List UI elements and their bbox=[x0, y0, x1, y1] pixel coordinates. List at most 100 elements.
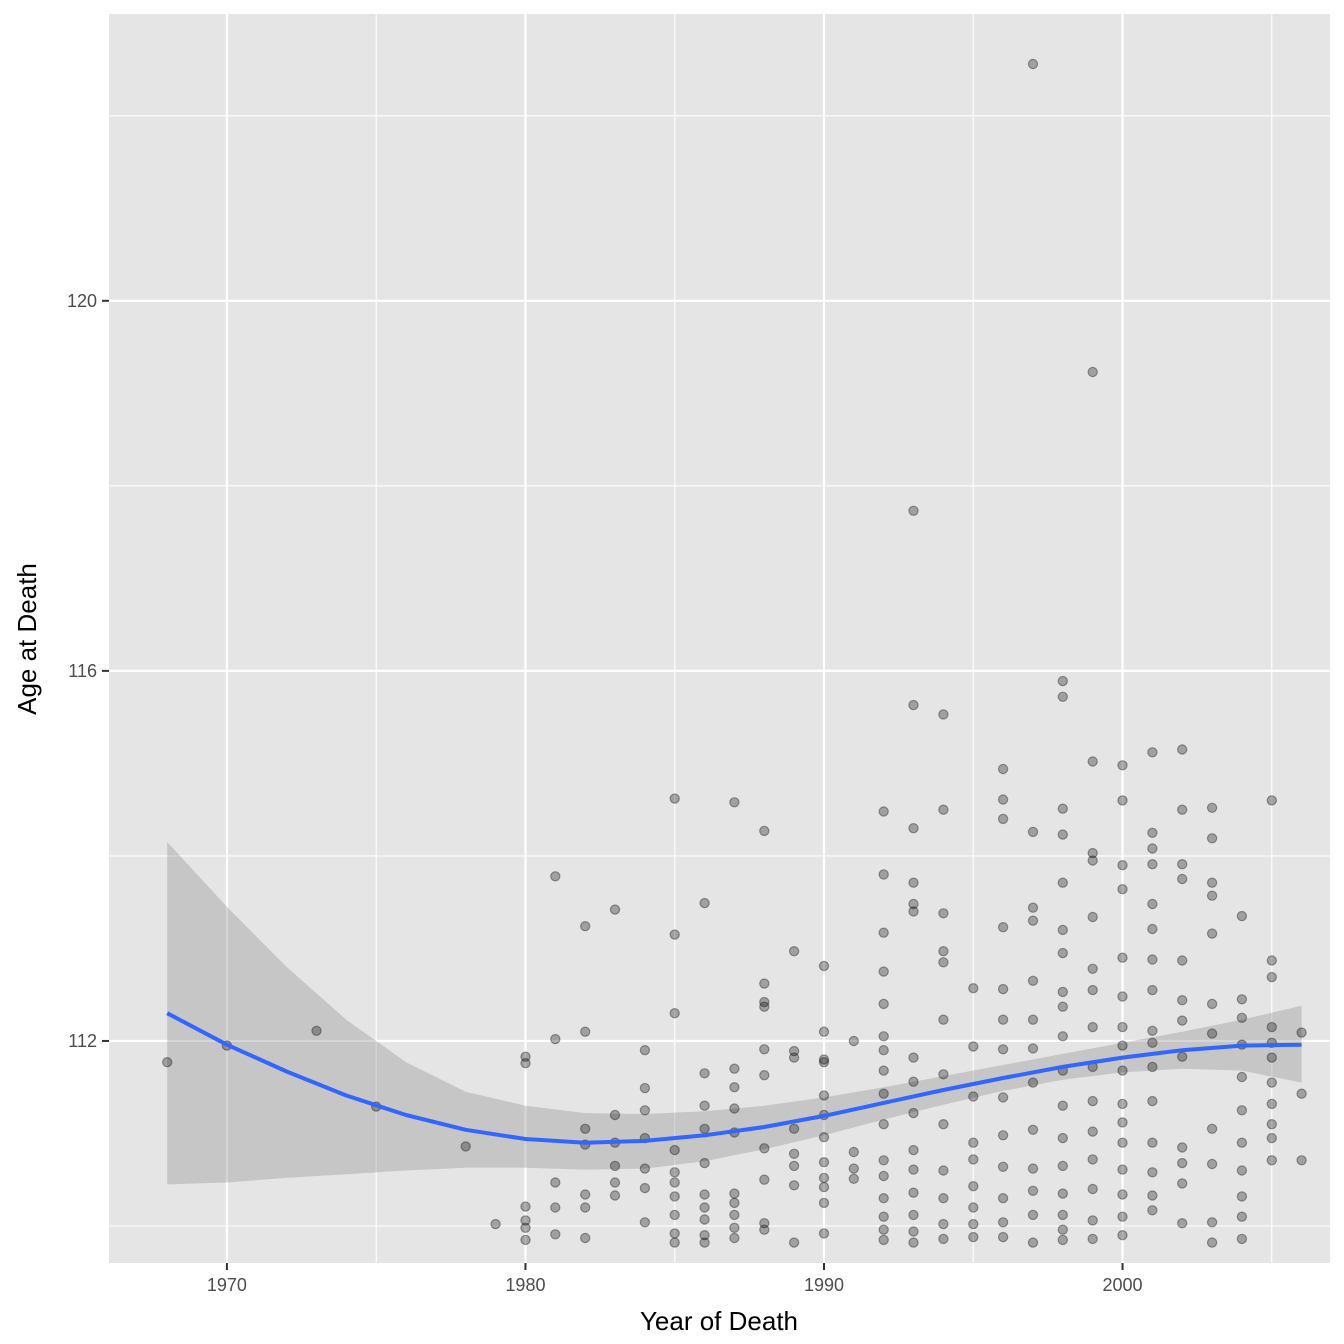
data-point bbox=[1117, 1164, 1128, 1175]
data-point bbox=[729, 797, 740, 808]
data-point bbox=[968, 1231, 979, 1243]
data-point bbox=[1117, 884, 1128, 895]
data-point bbox=[1027, 915, 1039, 926]
data-point bbox=[1027, 902, 1039, 913]
data-point bbox=[1206, 1123, 1218, 1135]
data-point bbox=[1057, 1160, 1069, 1172]
data-point bbox=[818, 1131, 830, 1143]
data-point bbox=[729, 1188, 740, 1199]
data-point bbox=[818, 1056, 830, 1068]
data-point bbox=[460, 1141, 471, 1152]
data-point bbox=[818, 1054, 830, 1065]
data-point bbox=[580, 1202, 591, 1213]
data-point bbox=[1027, 1185, 1039, 1197]
data-point bbox=[788, 1160, 800, 1172]
data-point bbox=[759, 978, 770, 989]
confidence-band bbox=[167, 842, 1302, 1185]
data-point bbox=[1206, 877, 1218, 888]
data-point bbox=[788, 1123, 800, 1135]
data-point bbox=[788, 1180, 800, 1191]
data-point bbox=[997, 1130, 1009, 1141]
data-point bbox=[938, 1218, 949, 1230]
data-point bbox=[1087, 984, 1098, 996]
data-point bbox=[1087, 847, 1098, 859]
data-point bbox=[1117, 1229, 1128, 1241]
x-tick-label: 1970 bbox=[207, 1275, 247, 1295]
data-point bbox=[699, 1237, 710, 1248]
data-point bbox=[938, 946, 949, 957]
data-point bbox=[788, 946, 800, 957]
data-point bbox=[1176, 1142, 1188, 1153]
data-point bbox=[997, 1014, 1009, 1025]
data-point bbox=[878, 1192, 889, 1204]
data-point bbox=[1176, 995, 1188, 1006]
data-point bbox=[1206, 1237, 1218, 1248]
data-point bbox=[878, 1234, 889, 1246]
data-point bbox=[1206, 998, 1218, 1010]
data-point bbox=[759, 1044, 770, 1055]
data-point bbox=[669, 1177, 680, 1188]
data-point bbox=[1147, 1137, 1158, 1148]
data-point bbox=[1087, 1021, 1098, 1033]
data-point bbox=[818, 1156, 830, 1168]
data-point bbox=[968, 1137, 979, 1148]
data-point bbox=[878, 927, 889, 938]
data-point bbox=[669, 793, 680, 804]
data-point bbox=[1147, 1167, 1158, 1178]
data-point bbox=[729, 1103, 740, 1114]
data-point bbox=[1176, 1217, 1188, 1229]
data-point bbox=[580, 921, 591, 932]
data-point bbox=[639, 1217, 651, 1228]
data-point bbox=[938, 908, 949, 919]
data-point bbox=[580, 1232, 591, 1244]
data-point bbox=[1236, 994, 1248, 1005]
data-point bbox=[908, 823, 919, 834]
data-point bbox=[938, 1014, 949, 1025]
data-point bbox=[968, 1202, 979, 1213]
data-point bbox=[1057, 803, 1069, 814]
data-point bbox=[520, 1234, 531, 1246]
data-point bbox=[1027, 975, 1039, 987]
data-point bbox=[639, 1182, 651, 1194]
plot-panel bbox=[109, 14, 1330, 1263]
data-point bbox=[1057, 947, 1069, 959]
data-point bbox=[968, 1180, 979, 1192]
data-point bbox=[1266, 1021, 1278, 1033]
data-point bbox=[1117, 1065, 1128, 1076]
data-point bbox=[520, 1051, 531, 1062]
smooth-line bbox=[166, 1011, 1302, 1145]
data-point bbox=[729, 1063, 740, 1074]
data-point bbox=[1296, 1088, 1307, 1099]
confidence-band-area bbox=[167, 842, 1302, 1185]
data-point bbox=[1117, 991, 1128, 1002]
grid-minor bbox=[109, 14, 1330, 1263]
data-point bbox=[878, 1044, 889, 1056]
data-point bbox=[1087, 855, 1098, 866]
data-point bbox=[997, 763, 1009, 775]
data-point bbox=[908, 1164, 919, 1175]
data-point bbox=[848, 1146, 860, 1158]
data-point bbox=[1057, 924, 1069, 936]
data-point bbox=[520, 1222, 531, 1234]
data-point bbox=[878, 1065, 889, 1076]
data-point bbox=[1206, 1158, 1218, 1170]
data-point bbox=[1117, 1211, 1128, 1222]
data-point bbox=[908, 1052, 919, 1063]
data-point bbox=[818, 1181, 830, 1193]
data-point bbox=[1266, 1098, 1278, 1110]
data-point bbox=[1027, 1077, 1039, 1088]
data-point bbox=[1117, 952, 1128, 963]
data-point bbox=[699, 1214, 710, 1225]
data-point bbox=[1206, 1217, 1218, 1228]
data-point bbox=[1087, 963, 1098, 975]
data-point bbox=[1147, 1061, 1158, 1073]
data-point bbox=[968, 983, 979, 994]
data-point bbox=[759, 1217, 770, 1229]
data-point bbox=[908, 1226, 919, 1237]
data-point bbox=[1057, 1209, 1069, 1221]
data-point bbox=[968, 1091, 979, 1102]
x-axis-title: Year of Death bbox=[640, 1306, 798, 1336]
data-point bbox=[1236, 1211, 1248, 1222]
data-point bbox=[1057, 1224, 1069, 1235]
data-point bbox=[669, 1228, 680, 1239]
